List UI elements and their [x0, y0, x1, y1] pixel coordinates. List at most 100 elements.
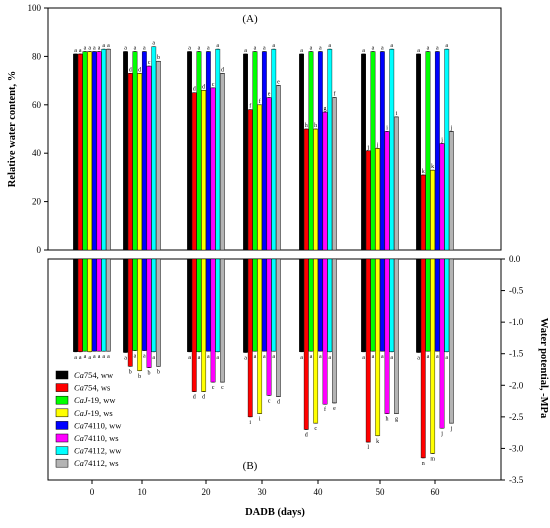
significance-letter: g: [395, 417, 398, 423]
bar: [87, 258, 93, 353]
bar: [365, 150, 371, 251]
bar: [375, 258, 381, 437]
bar: [252, 258, 258, 352]
x-tick-label: 0: [90, 487, 95, 497]
bar: [215, 258, 221, 353]
bar: [370, 51, 376, 251]
significance-letter: a: [417, 355, 420, 361]
significance-letter: a: [143, 354, 146, 360]
panel-b-ylabel: Water potential, -MPa: [538, 318, 549, 419]
bar: [191, 92, 197, 251]
bar: [141, 258, 147, 351]
bar: [416, 258, 421, 353]
x-tick-label: 40: [314, 487, 324, 497]
significance-letter: a: [381, 46, 384, 52]
significance-letter: a: [84, 354, 87, 360]
bar: [266, 258, 272, 396]
bar: [430, 258, 436, 454]
significance-letter: m: [430, 456, 435, 462]
bar: [196, 258, 202, 353]
significance-letter: j: [440, 138, 443, 144]
significance-letter: a: [417, 48, 420, 54]
significance-letter: j: [450, 426, 453, 432]
bar: [332, 258, 337, 404]
bar: [220, 258, 225, 383]
significance-letter: a: [362, 355, 365, 361]
significance-letter: a: [207, 46, 210, 52]
bar: [106, 48, 111, 251]
bar: [420, 258, 426, 459]
significance-letter: f: [333, 91, 335, 98]
significance-letter: d: [138, 67, 141, 73]
significance-letter: b: [157, 369, 160, 375]
panel-a-ytick-label: 20: [32, 197, 42, 207]
significance-letter: i: [249, 420, 251, 426]
significance-letter: a: [74, 48, 77, 54]
significance-letter: a: [102, 354, 105, 360]
bar: [77, 53, 83, 251]
significance-letter: a: [263, 354, 266, 360]
significance-letter: a: [362, 48, 365, 54]
significance-letter: j: [450, 125, 453, 131]
significance-letter: c: [268, 398, 271, 404]
panel-b-ytick-label: -1.5: [509, 349, 524, 359]
bar: [132, 258, 138, 351]
bar: [444, 48, 450, 251]
bar: [261, 258, 267, 352]
legend-label: Ca74110, ww: [74, 420, 122, 430]
bar: [141, 51, 147, 251]
significance-letter: a: [319, 354, 322, 360]
bar: [146, 65, 152, 251]
significance-letter: d: [193, 87, 196, 93]
panel-b-ytick-label: -3.5: [509, 475, 524, 485]
bar: [243, 53, 248, 251]
panel-a-ytick-label: 100: [28, 3, 42, 13]
significance-letter: c: [212, 82, 215, 88]
bar: [127, 258, 133, 367]
significance-letter: f: [259, 98, 261, 105]
significance-letter: i: [386, 125, 388, 131]
bar: [96, 258, 102, 352]
significance-letter: a: [98, 354, 101, 360]
significance-letter: l: [367, 445, 369, 451]
legend-label: CaJ-19, ww: [74, 395, 116, 405]
bar: [365, 258, 371, 443]
x-tick-label: 60: [431, 487, 441, 497]
bar: [430, 169, 436, 251]
significance-letter: d: [129, 67, 132, 73]
bar: [439, 258, 445, 429]
significance-letter: a: [188, 46, 191, 52]
significance-letter: d: [202, 84, 205, 90]
significance-letter: j: [440, 431, 443, 437]
significance-letter: i: [396, 111, 398, 117]
panel-b-ytick-label: -3.0: [509, 443, 524, 453]
significance-letter: a: [372, 354, 375, 360]
bar: [91, 51, 97, 251]
bar: [425, 258, 431, 352]
bar: [375, 148, 381, 251]
significance-letter: a: [300, 48, 303, 54]
significance-letter: n: [422, 461, 425, 467]
significance-letter: d: [193, 395, 196, 401]
bar: [247, 258, 253, 418]
legend: Ca754, ww Ca754, ws CaJ-19, ww CaJ-19, ws Ca…: [55, 370, 122, 468]
significance-letter: a: [124, 355, 127, 361]
significance-letter: b: [129, 369, 132, 375]
panel-b-bars: a a a a a a a a ababababadadacacaiaiacadadacafae…: [73, 258, 454, 467]
significance-letter: e: [268, 92, 271, 98]
significance-letter: d: [305, 432, 308, 438]
significance-letter: k: [431, 164, 434, 170]
significance-letter: a: [79, 355, 82, 361]
bar: [444, 258, 450, 353]
bar: [394, 258, 399, 414]
significance-letter: a: [372, 46, 375, 52]
bar: [101, 258, 107, 352]
significance-letter: c: [221, 385, 224, 391]
significance-letter: g: [324, 106, 327, 112]
bar: [327, 258, 333, 353]
legend-swatch: [55, 446, 69, 455]
bar: [151, 258, 157, 353]
significance-letter: a: [93, 354, 96, 360]
significance-letter: b: [157, 55, 160, 61]
